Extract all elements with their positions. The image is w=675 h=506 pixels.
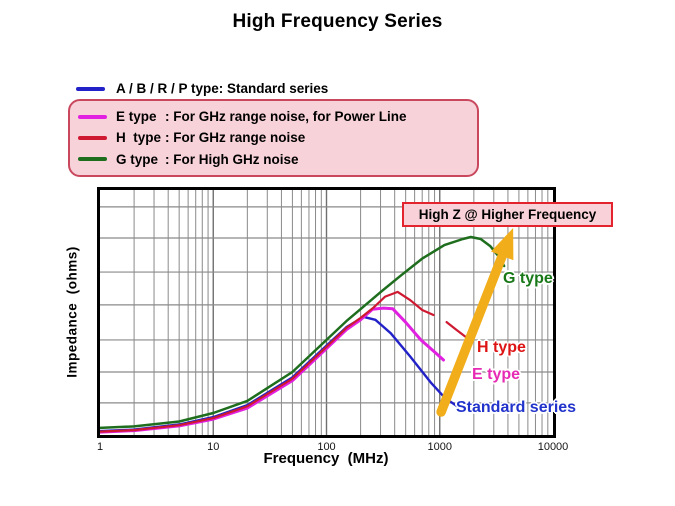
high-z-annotation: High Z @ Higher Frequency (402, 202, 613, 227)
impedance-frequency-chart (97, 187, 556, 438)
x-tick-label: 1 (96, 441, 104, 453)
legend-standard-series: A / B / R / P type: Standard series (76, 81, 328, 96)
curve-label-g-type: G type (503, 270, 553, 287)
y-axis-label: Impedance (ohms) (64, 246, 80, 378)
legend-h-type-desc: : For GHz range noise (165, 130, 306, 146)
x-tick-label: 100 (317, 441, 336, 453)
legend-e-type-name: E type (116, 109, 157, 125)
curve-label-standard-series: Standard series (456, 399, 577, 416)
legend-box: E type : For GHz range noise, for Power … (68, 99, 479, 177)
legend-item-h-type: H type : For GHz range noise (78, 130, 477, 145)
legend-h-type-name: H type (116, 130, 162, 146)
x-axis-label: Frequency (MHz) (263, 450, 389, 467)
curve-label-e-type: E type (472, 366, 521, 383)
legend-g-type-name: G type (116, 151, 159, 167)
g-type-line-swatch (78, 157, 107, 162)
x-tick-label: 10000 (537, 441, 569, 453)
e-type-line-swatch (78, 114, 107, 119)
chart-plot-area (100, 190, 553, 435)
x-tick-label: 1000 (427, 441, 452, 453)
curve-label-h-type: H type (477, 339, 526, 356)
legend-item-g-type: G type : For High GHz noise (78, 152, 477, 167)
legend-g-type-desc: : For High GHz noise (165, 151, 299, 167)
x-tick-label: 10 (207, 441, 220, 453)
standard-series-line-swatch (76, 86, 105, 91)
page-title: High Frequency Series (232, 11, 443, 32)
legend-standard-label: A / B / R / P type: Standard series (116, 81, 329, 96)
h-type-line-swatch (78, 135, 107, 140)
legend-item-e-type: E type : For GHz range noise, for Power … (78, 109, 477, 124)
legend-e-type-desc: : For GHz range noise, for Power Line (165, 109, 407, 125)
